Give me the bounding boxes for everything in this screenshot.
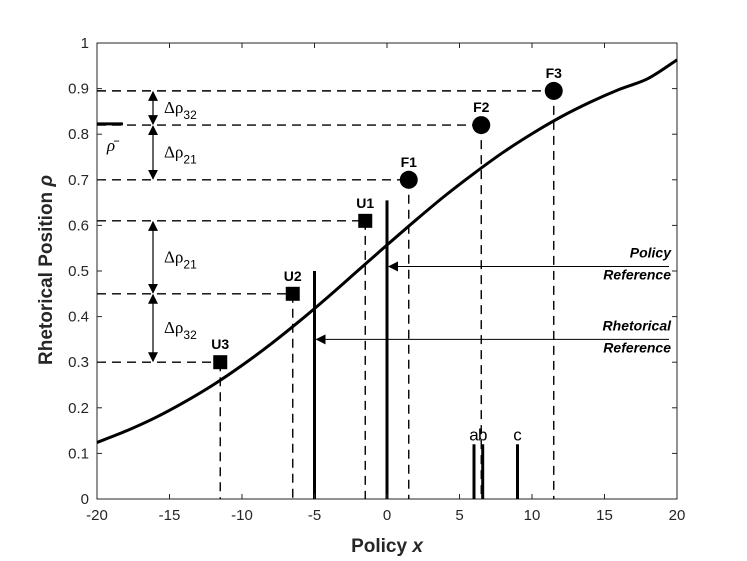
y-tick-label: 0.9 (68, 81, 89, 98)
x-tick-label: 15 (596, 507, 613, 524)
y-tick-label: 0.1 (68, 445, 89, 462)
voter-label-c: c (513, 425, 522, 444)
point-label-f1: F1 (401, 154, 418, 170)
y-axis-title: Rhetorical Position ρ (36, 175, 57, 365)
x-tick-label: 10 (524, 507, 541, 524)
reference-lines (313, 200, 389, 499)
point-label-f3: F3 (546, 65, 563, 81)
point-u1 (358, 213, 373, 228)
axis-titles: Policy x Rhetorical Position ρ (36, 175, 424, 557)
guide-lines (97, 90, 555, 499)
y-tick-label: 0.7 (68, 172, 89, 189)
voter-label-a: a (469, 425, 479, 444)
voter-label-b: b (478, 425, 487, 444)
party-points: U3 U2 U1 F1 F2 F3 (211, 65, 563, 370)
point-f2 (472, 116, 491, 135)
x-tick-label: -10 (231, 507, 253, 524)
reference-label: Reference (603, 266, 671, 282)
mapping-curve (96, 58, 678, 444)
x-tick-label: 0 (383, 507, 391, 524)
point-label-f2: F2 (473, 99, 490, 115)
y-tick-label: 0.3 (68, 354, 89, 371)
delta-label: Δρ32 (164, 318, 197, 342)
reference-label: Reference (603, 339, 671, 355)
y-tick-label: 0.6 (68, 217, 89, 234)
annotations: a b c ρ̄ Δρ32 Δρ21 Δρ21 Δρ32 Policy Reference Rhet… (97, 90, 673, 499)
y-tick-label: 0.4 (68, 309, 89, 326)
y-tick-label: 0.2 (68, 400, 89, 417)
reference-label: Policy (630, 244, 672, 260)
mapping-curve-line (96, 58, 678, 444)
point-f3 (544, 81, 563, 100)
point-f1 (399, 170, 418, 189)
rho-bar-label: ρ̄ (106, 136, 120, 155)
reference-label: Rhetorical (603, 317, 673, 333)
y-tick-label: 0.5 (68, 263, 89, 280)
delta-label: Δρ32 (164, 98, 197, 122)
x-tick-label: -15 (159, 507, 181, 524)
x-tick-label: -5 (308, 507, 321, 524)
y-tick-label: 0.8 (68, 126, 89, 143)
x-axis-title: Policy x (351, 536, 424, 557)
point-label-u1: U1 (356, 195, 374, 211)
axis-ticks: -20 -15 -10 -5 0 5 10 15 20 0 0.1 0.2 0.3 0.4 0.5 0.6 0.… (68, 35, 685, 524)
delta-label: Δρ21 (164, 142, 197, 166)
y-tick-label: 1 (81, 35, 89, 52)
y-tick-label: 0 (81, 491, 89, 508)
x-tick-label: 20 (669, 507, 686, 524)
delta-label: Δρ21 (164, 247, 197, 271)
x-tick-label: 5 (455, 507, 463, 524)
point-label-u2: U2 (284, 268, 302, 284)
point-u2 (285, 286, 300, 301)
point-u3 (213, 355, 228, 370)
x-tick-label: -20 (86, 507, 108, 524)
point-label-u3: U3 (211, 336, 229, 352)
